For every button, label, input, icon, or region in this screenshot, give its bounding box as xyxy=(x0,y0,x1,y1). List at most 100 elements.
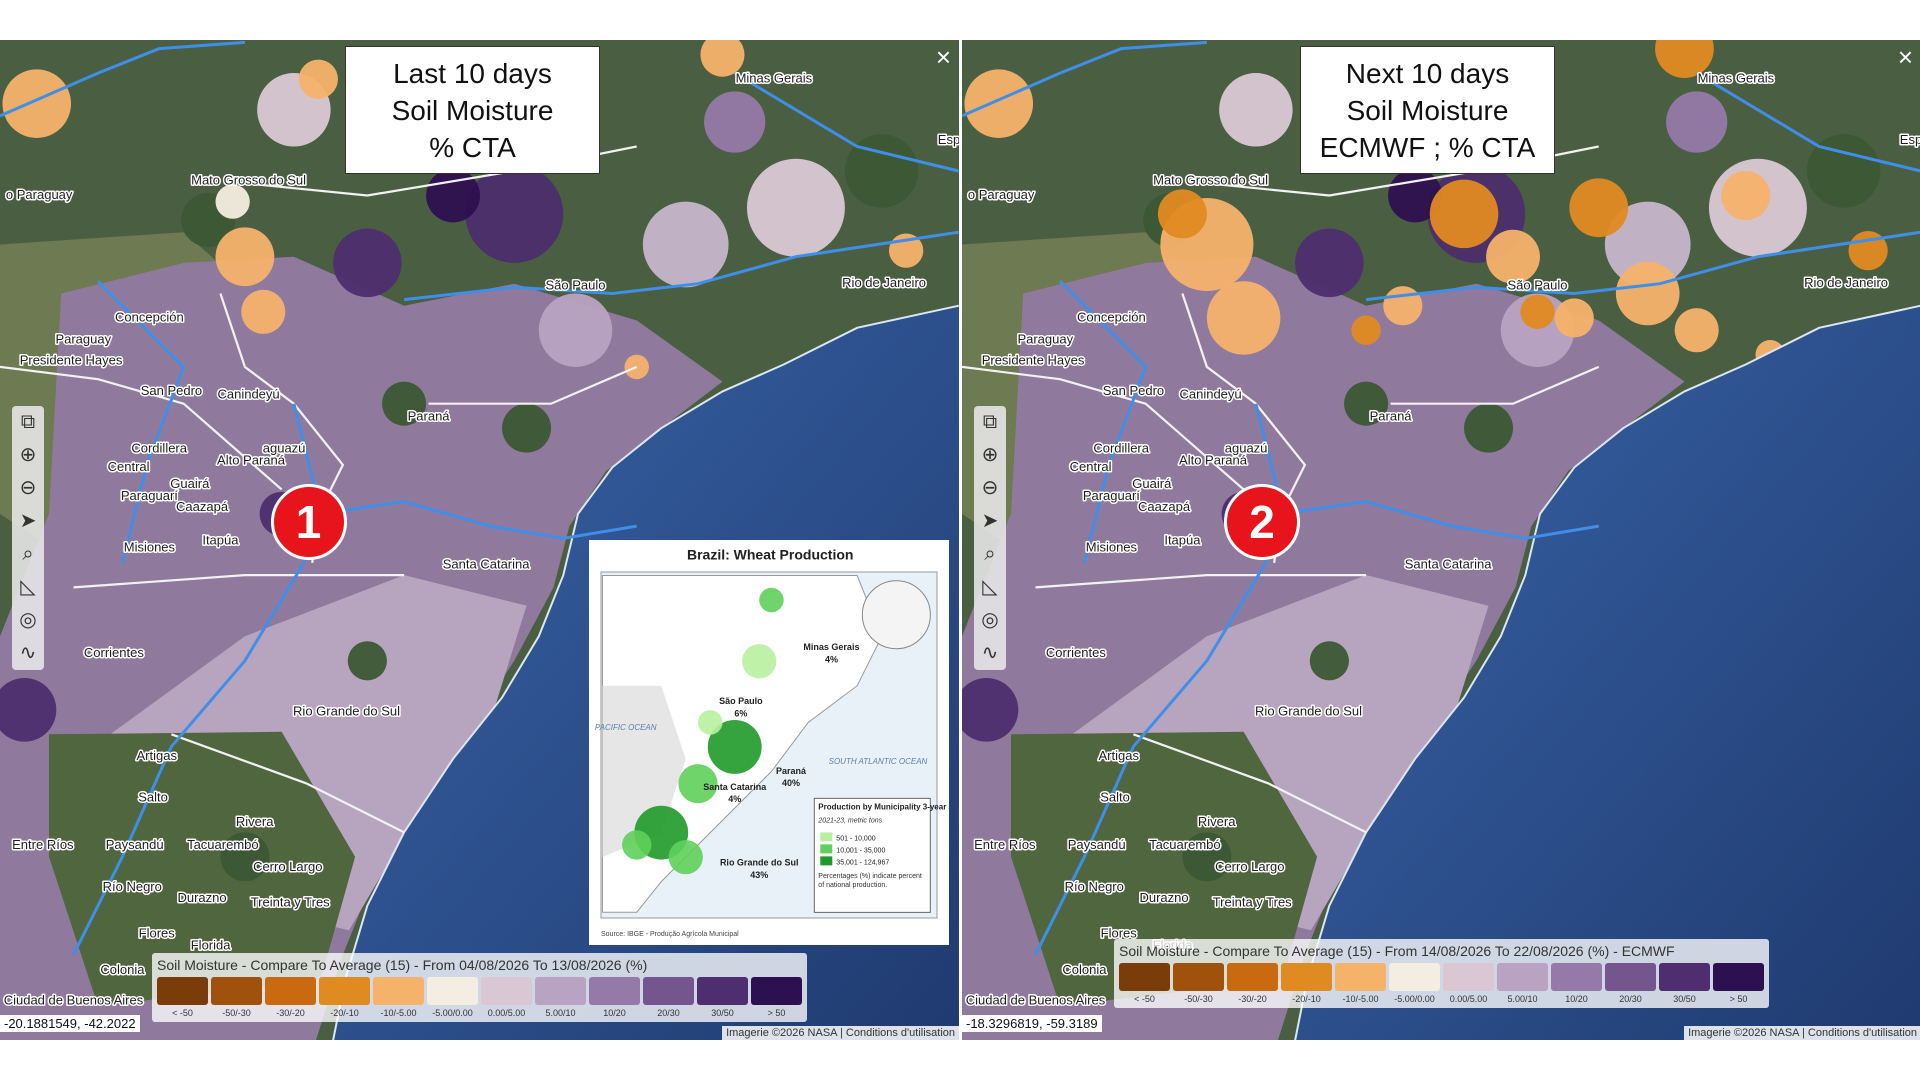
place-label: aguazú xyxy=(1225,440,1268,455)
place-label: Concepción xyxy=(115,309,184,324)
border xyxy=(1133,733,1367,834)
terms-link[interactable]: Conditions d'utilisation xyxy=(1807,1027,1917,1039)
place-label: Esp xyxy=(1900,132,1920,147)
inset-map: Brazil: Wheat Production Minas Gerais 4% Sã… xyxy=(595,547,949,938)
border xyxy=(1390,365,1600,405)
legend-item: 20/30 xyxy=(643,977,694,1018)
region-name: São Paulo xyxy=(719,696,763,706)
zone xyxy=(642,201,729,288)
place-label: Presidente Hayes xyxy=(20,352,123,367)
tool-button[interactable]: ◎ xyxy=(19,609,37,631)
place-label: Alto Paraná xyxy=(217,453,286,468)
zone xyxy=(1206,281,1281,355)
place-label: Rivera xyxy=(236,814,274,829)
place-label: Cerro Largo xyxy=(253,859,322,874)
title-line: ECMWF ; % CTA xyxy=(1319,131,1536,163)
zone xyxy=(1157,189,1207,239)
legend-swatch xyxy=(1713,963,1764,991)
place-label: Central xyxy=(1070,459,1112,474)
inset: Brazil: Wheat Production Minas Gerais 4% Sã… xyxy=(589,540,949,945)
place-label: Santa Catarina xyxy=(443,557,530,572)
coastline xyxy=(332,304,959,1040)
place-label: Entre Ríos xyxy=(974,837,1036,852)
terms-link[interactable]: Conditions d'utilisation xyxy=(845,1027,955,1039)
legend-swatch xyxy=(1605,963,1656,991)
close-button[interactable]: × xyxy=(1897,42,1913,72)
place-label: o Paraguay xyxy=(968,187,1035,202)
river xyxy=(403,230,959,302)
tool-button[interactable]: ◺ xyxy=(20,576,36,598)
attribution-text: Imagerie ©2026 NASA xyxy=(726,1027,837,1039)
legend-label: < -50 xyxy=(1134,994,1155,1004)
legend-label: -10/-5.00 xyxy=(380,1008,417,1018)
place-label: Flores xyxy=(139,925,176,940)
zone xyxy=(1309,641,1349,681)
tool-button[interactable]: ⌕ xyxy=(984,543,996,565)
legend-item: > 50 xyxy=(1713,963,1764,1004)
tool-button[interactable]: ◺ xyxy=(982,576,998,598)
legend-swatch xyxy=(1443,963,1494,991)
title-box: Last 10 days Soil Moisture % CTA xyxy=(345,46,600,174)
legend-swatch xyxy=(697,977,748,1005)
tool-button[interactable]: ⌕ xyxy=(22,543,34,565)
zone xyxy=(1569,178,1629,238)
map-panel: Minas Gerais Mato Grosso do Sul São Paulo R… xyxy=(962,40,1920,1040)
inset-production xyxy=(668,840,703,875)
legend-label: -30/-20 xyxy=(276,1008,305,1018)
place-label: Artigas xyxy=(137,748,178,763)
legend-item: < -50 xyxy=(1119,963,1170,1004)
ocean xyxy=(1295,305,1920,1040)
zone xyxy=(215,227,275,287)
tool-button[interactable]: ⊖ xyxy=(19,477,37,499)
legend-item: 30/50 xyxy=(1659,963,1710,1004)
place-label: Rio de Janeiro xyxy=(1804,275,1888,290)
place-label: Colonia xyxy=(1062,962,1107,977)
tool-button[interactable]: ➤ xyxy=(981,510,999,532)
inset-legend-subtitle: 2021-23, metric tons xyxy=(817,817,882,824)
ocean-label: SOUTH ATLANTIC OCEAN xyxy=(829,757,928,766)
inset-legend-title: Production by Municipality 3-year averag… xyxy=(818,802,949,811)
place-label: Río Negro xyxy=(1065,879,1124,894)
legend-item: 10/20 xyxy=(589,977,640,1018)
region-share: 43% xyxy=(750,870,768,880)
place-label: Tacuarembó xyxy=(1149,837,1221,852)
tool-button[interactable]: ∿ xyxy=(981,642,999,664)
place-label: São Paulo xyxy=(1508,278,1568,293)
tool-button[interactable]: ∿ xyxy=(19,642,37,664)
tool-button[interactable]: ➤ xyxy=(19,510,37,532)
tool-button[interactable]: ⊖ xyxy=(981,477,999,499)
tool-button[interactable]: ⧉ xyxy=(982,411,998,433)
legend-swatch xyxy=(1551,963,1602,991)
place-label: Canindeyú xyxy=(217,387,279,402)
place-label: Treinta y Tres xyxy=(1213,895,1292,910)
zone xyxy=(1615,261,1680,326)
legend-swatch xyxy=(1335,963,1386,991)
legend-label: < -50 xyxy=(172,1008,193,1018)
zone xyxy=(382,381,427,426)
place-label: Guairá xyxy=(1132,476,1172,491)
place-label: Artigas xyxy=(1099,748,1140,763)
place-label: Minas Gerais xyxy=(736,71,813,86)
legend-item: < -50 xyxy=(157,977,208,1018)
legend-swatch xyxy=(1173,963,1224,991)
tool-button[interactable]: ⊕ xyxy=(19,444,37,466)
tool-button[interactable]: ⧉ xyxy=(20,411,36,433)
place-label: Itapúa xyxy=(202,532,239,547)
place-label: Entre Ríos xyxy=(12,837,74,852)
close-button[interactable]: × xyxy=(935,42,951,72)
place-label: Paraguarí xyxy=(1083,488,1140,503)
zone xyxy=(1604,201,1691,288)
zone xyxy=(1486,229,1540,284)
legend-swatches: < -50 -50/-30 -30/-20 -20/-10 -10/-5.00 -5.00… xyxy=(1119,963,1764,1004)
legend: Soil Moisture - Compare To Average (15) … xyxy=(1114,939,1769,1008)
river xyxy=(962,40,1208,118)
tool-button[interactable]: ⊕ xyxy=(981,444,999,466)
coastline xyxy=(1294,304,1920,1040)
legend-item: > 50 xyxy=(751,977,802,1018)
river xyxy=(1695,71,1920,173)
tool-button[interactable]: ◎ xyxy=(981,609,999,631)
inset-title: Brazil: Wheat Production xyxy=(687,547,853,563)
zone xyxy=(1182,832,1232,882)
zone xyxy=(538,293,613,367)
place-label: Cerro Largo xyxy=(1215,859,1284,874)
